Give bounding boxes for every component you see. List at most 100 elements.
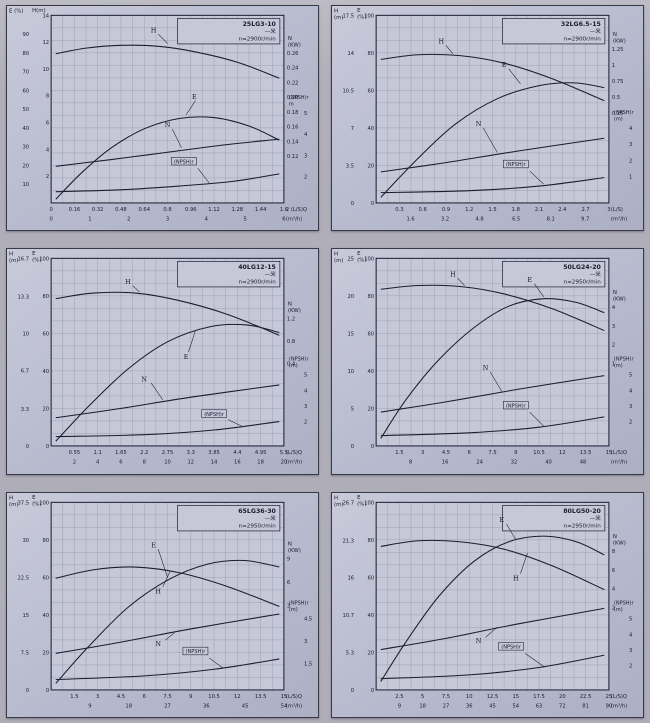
curve-label-H: H <box>513 574 519 582</box>
curve-label-H: H <box>439 38 445 46</box>
svg-text:14: 14 <box>347 51 354 57</box>
svg-text:1.8: 1.8 <box>512 207 520 213</box>
curve-NPSH <box>380 177 605 194</box>
right-axis-labels: 8 6 4 2 5 4 3 2 N(KW) (NPSH)r(m) <box>612 534 635 669</box>
svg-text:13.5: 13.5 <box>255 694 267 700</box>
svg-text:1: 1 <box>88 216 91 222</box>
svg-text:0.4: 0.4 <box>287 362 296 368</box>
svg-text:4: 4 <box>612 305 616 311</box>
svg-text:4: 4 <box>205 216 209 222</box>
svg-text:20: 20 <box>368 650 375 656</box>
model-title-block: 50LG24-20—米 n=2950r/min <box>502 261 606 288</box>
svg-text:60: 60 <box>368 332 375 338</box>
svg-text:10.5: 10.5 <box>342 88 354 94</box>
svg-text:—米: —米 <box>590 514 602 522</box>
svg-text:40LG12-15: 40LG12-15 <box>238 264 276 271</box>
plot-border <box>50 258 285 447</box>
svg-text:(m³/h): (m³/h) <box>611 216 627 222</box>
chart-svg: 16.713.3106.73.30100806040200H(m)E(%)1.2… <box>9 251 309 466</box>
curve-H <box>55 44 280 79</box>
svg-text:7: 7 <box>351 126 354 132</box>
performance-curves: H E N (NPSH)r <box>55 26 280 200</box>
svg-text:H(m): H(m) <box>32 8 46 14</box>
svg-text:6: 6 <box>468 450 471 456</box>
svg-text:80: 80 <box>368 294 375 300</box>
svg-text:(L/S)Q: (L/S)Q <box>611 450 627 456</box>
svg-text:(NPSH)r: (NPSH)r <box>289 600 310 606</box>
svg-text:8: 8 <box>143 460 146 466</box>
svg-text:20: 20 <box>43 650 50 656</box>
curve-label-box-NPSH <box>201 409 227 418</box>
svg-text:48: 48 <box>580 460 587 466</box>
svg-text:5: 5 <box>304 111 307 117</box>
svg-text:7.5: 7.5 <box>442 694 450 700</box>
svg-text:65LG36-30: 65LG36-30 <box>238 508 276 515</box>
svg-text:(m): (m) <box>334 258 344 264</box>
curve-E <box>380 298 605 440</box>
curve-label-H: H <box>151 26 157 34</box>
svg-text:N: N <box>613 290 617 296</box>
svg-text:2 (L/S)Q: 2 (L/S)Q <box>286 207 307 213</box>
svg-text:22.5: 22.5 <box>580 694 592 700</box>
curve-label-H: H <box>125 278 131 286</box>
svg-text:H: H <box>334 8 338 14</box>
svg-text:40: 40 <box>43 369 50 375</box>
svg-text:2.7: 2.7 <box>581 207 589 213</box>
svg-text:(m): (m) <box>614 363 623 369</box>
svg-text:4: 4 <box>629 389 633 395</box>
curve-label-N: N <box>476 637 482 645</box>
svg-text:1.6: 1.6 <box>280 207 288 213</box>
svg-text:12: 12 <box>187 460 194 466</box>
svg-text:N: N <box>288 541 292 547</box>
svg-text:(m³/h): (m³/h) <box>286 703 302 709</box>
svg-text:2: 2 <box>612 605 615 611</box>
svg-text:10.7: 10.7 <box>342 612 354 618</box>
curve-N <box>55 613 280 654</box>
pump-chart-panel-1: 90 80 70 60 50 40 30 20 10 14 12 10 8 6 4 2 E (%) H(m) 0.2… <box>6 5 319 232</box>
svg-text:30: 30 <box>22 145 29 151</box>
curve-N <box>380 607 605 650</box>
svg-text:1.5: 1.5 <box>395 450 403 456</box>
svg-text:18: 18 <box>125 703 132 709</box>
curve-label-E: E <box>499 516 504 524</box>
curve-label-E: E <box>184 353 189 361</box>
svg-text:0.8: 0.8 <box>163 207 171 213</box>
svg-text:(m): (m) <box>9 502 18 508</box>
svg-text:80LG50-20: 80LG50-20 <box>563 508 601 515</box>
svg-text:50: 50 <box>22 107 29 113</box>
svg-text:4.95: 4.95 <box>255 450 267 456</box>
svg-text:0.5: 0.5 <box>612 95 620 101</box>
plot-border <box>375 501 610 691</box>
svg-text:H: H <box>9 252 13 258</box>
curve-label-NPSH: (NPSH)r <box>174 159 195 165</box>
svg-text:8: 8 <box>46 94 49 100</box>
svg-text:3.2: 3.2 <box>441 216 449 222</box>
svg-text:N: N <box>288 36 292 42</box>
curve-label-box-NPSH <box>171 157 197 166</box>
svg-text:(m³/h): (m³/h) <box>286 460 302 466</box>
svg-text:4: 4 <box>629 632 633 638</box>
svg-text:10.5: 10.5 <box>533 450 545 456</box>
svg-text:4: 4 <box>304 389 308 395</box>
svg-text:0.8: 0.8 <box>287 339 295 345</box>
svg-text:54: 54 <box>281 703 288 709</box>
curve-NPSH <box>380 654 605 679</box>
svg-text:32LG6.5-15: 32LG6.5-15 <box>561 21 601 28</box>
svg-text:14: 14 <box>43 13 50 19</box>
curve-NPSH <box>55 173 280 193</box>
plot-border <box>375 258 610 447</box>
svg-text:2: 2 <box>304 175 307 181</box>
performance-curves: E H N (NPSH)r <box>55 541 280 684</box>
svg-text:N: N <box>613 32 617 38</box>
svg-text:1.5: 1.5 <box>70 694 78 700</box>
svg-text:20: 20 <box>281 460 288 466</box>
svg-text:(NPSH)r: (NPSH)r <box>289 95 310 101</box>
performance-curves: H E N (NPSH)r <box>55 278 280 442</box>
svg-text:3: 3 <box>629 142 632 148</box>
svg-text:N: N <box>613 534 617 540</box>
svg-text:12: 12 <box>43 40 50 46</box>
x-axis-labels: 2.5 5 7.5 10 12.5 15 17.5 20 22.5 25(L/S)Q 9 18 27 36… <box>395 694 627 710</box>
curve-label-N: N <box>155 640 161 648</box>
svg-text:0.64: 0.64 <box>138 207 150 213</box>
svg-text:4: 4 <box>304 132 308 138</box>
